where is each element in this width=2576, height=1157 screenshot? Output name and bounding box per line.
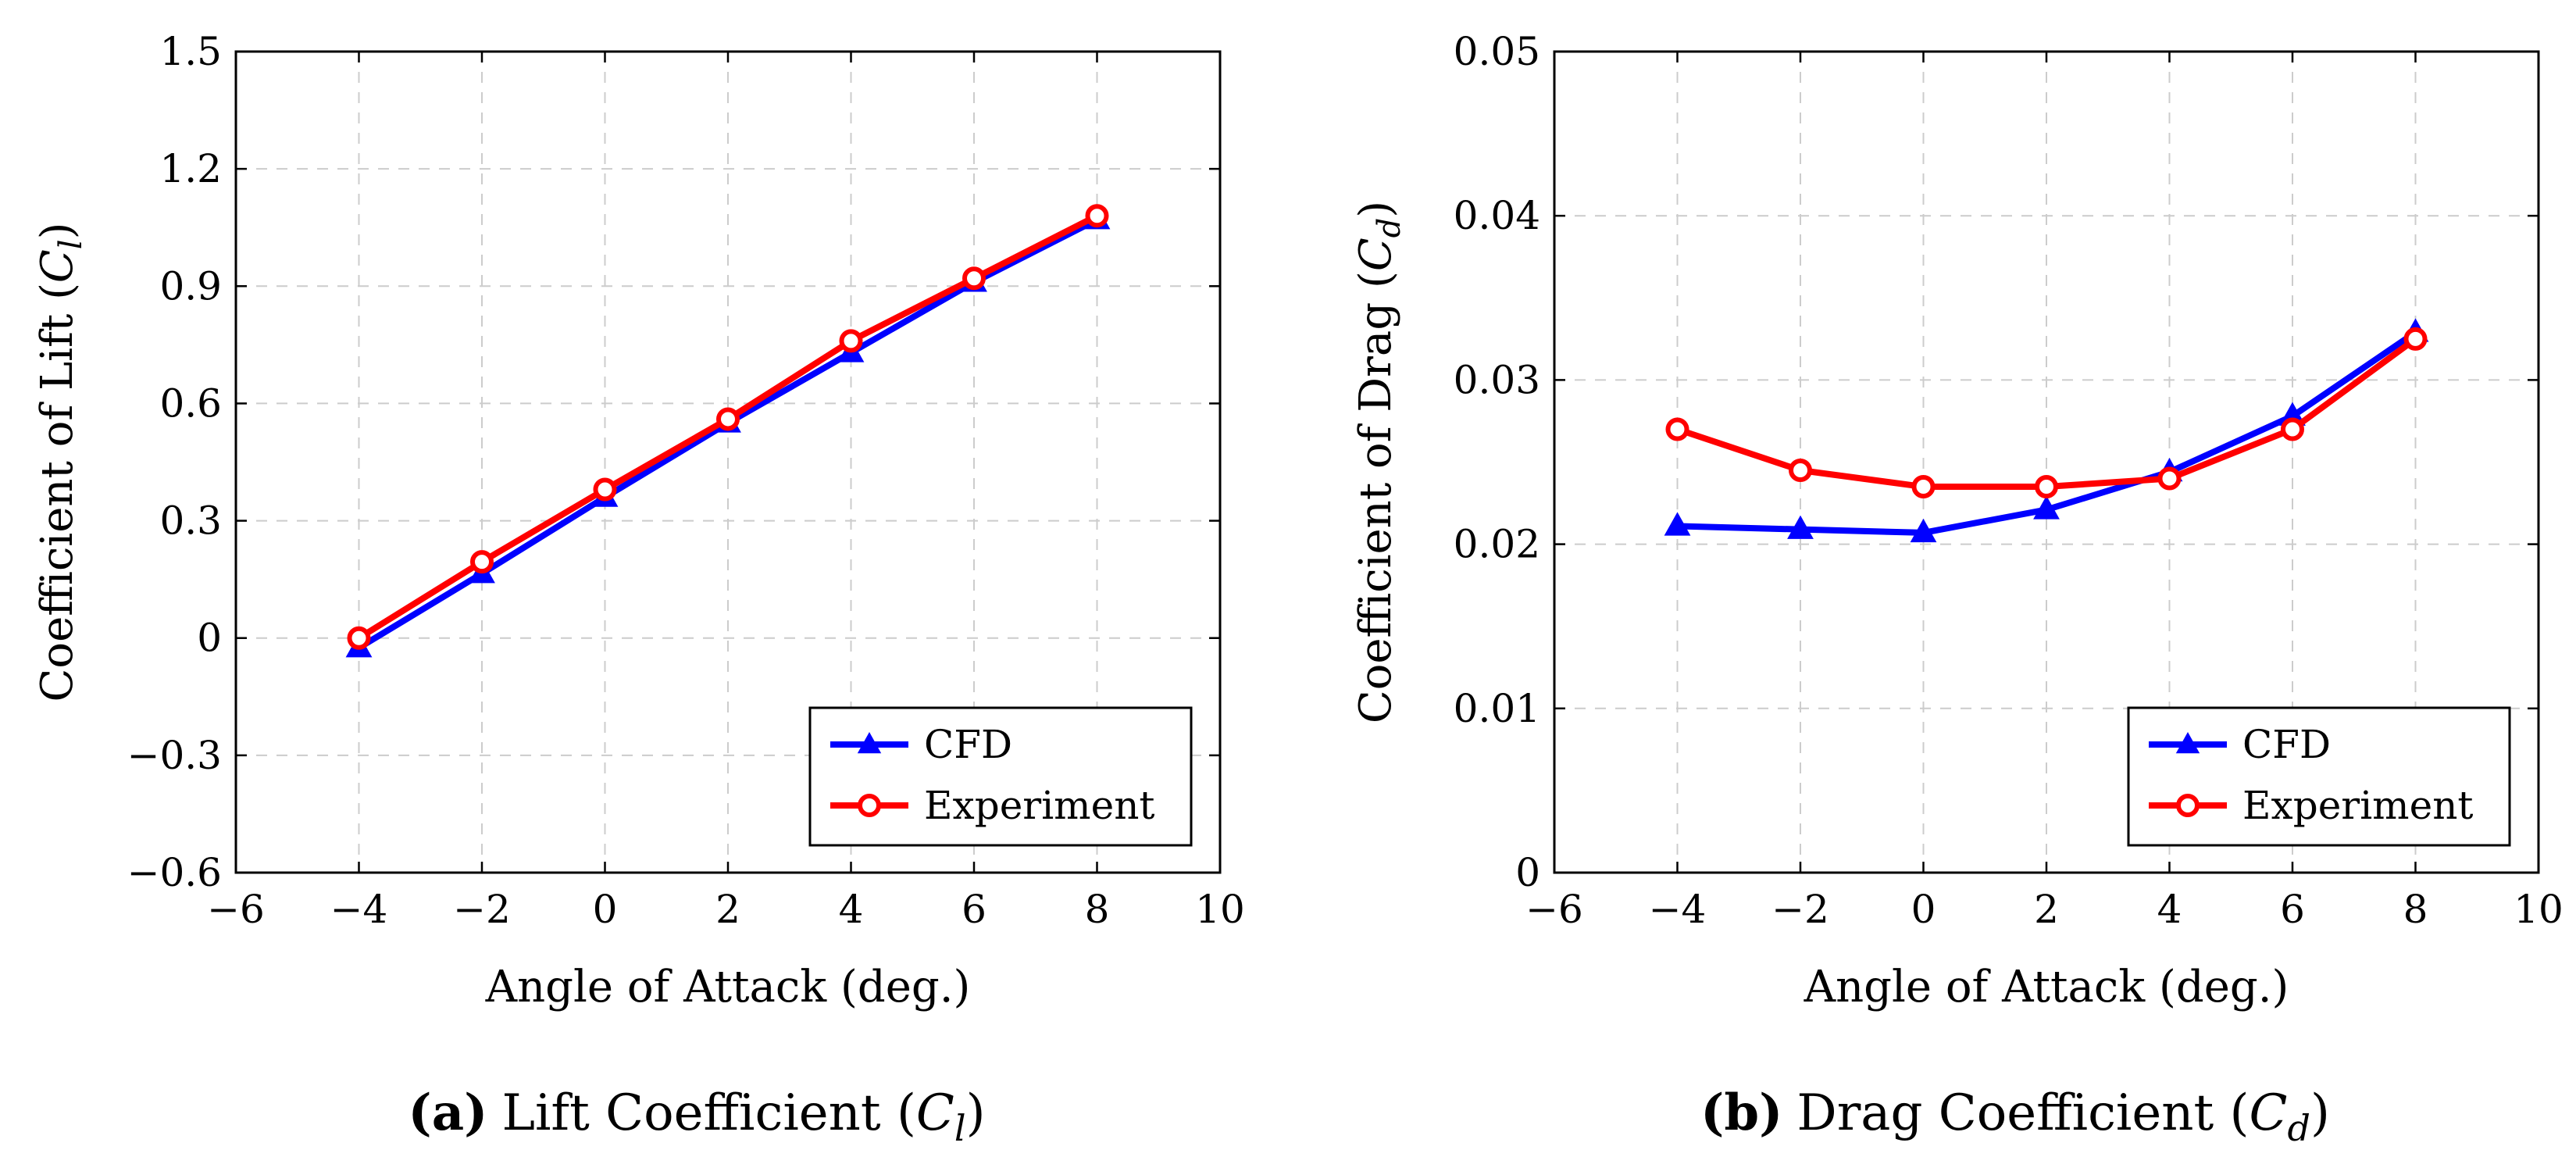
lift-x-tick-label: −4 (330, 887, 388, 932)
drag-experiment-point (1665, 417, 1689, 441)
drag-legend-cfd-label: CFD (2242, 722, 2331, 767)
lift-legend-cfd-label: CFD (924, 722, 1012, 767)
lift-legend-item-experiment: Experiment (830, 783, 1154, 828)
lift-caption-main: Lift Coefficient ( (501, 1084, 915, 1142)
drag-x-tick-label: 0 (1911, 887, 1936, 932)
lift-experiment-point (593, 477, 617, 502)
drag-caption-symbol: C (2250, 1084, 2288, 1142)
drag-cfd-point (2033, 495, 2060, 520)
lift-legend-item-cfd: CFD (830, 722, 1012, 767)
drag-chart: −6 −4 −2 0 2 4 6 8 10 0 0.01 0.02 0.03 0.04 0.05 CFD E… (1350, 29, 2564, 1149)
drag-experiment-point (2035, 475, 2058, 499)
lift-legend-experiment-label: Experiment (924, 783, 1154, 828)
lift-y-label-symbol: C (32, 249, 83, 283)
drag-y-label-symbol: C (1350, 237, 1401, 271)
lift-y-tick-label: 1.5 (159, 29, 222, 74)
lift-x-tick-label: 6 (962, 887, 987, 932)
lift-x-tick-label: −6 (207, 887, 265, 932)
drag-y-tick-label: 0.04 (1454, 193, 1540, 238)
lift-experiment-point (1085, 204, 1109, 228)
lift-y-label-main: Coefficient of Lift ( (32, 283, 83, 702)
lift-series (345, 204, 1111, 658)
lift-experiment-point (962, 266, 986, 291)
lift-x-tick-label: 2 (715, 887, 740, 932)
lift-y-tick-label: 0.3 (159, 498, 222, 544)
lift-x-tick-label: 4 (839, 887, 864, 932)
drag-legend-experiment-label: Experiment (2242, 783, 2473, 828)
drag-legend-experiment-circle-icon (2176, 794, 2200, 817)
lift-y-tick-label: 1.2 (159, 146, 222, 191)
drag-legend-box (2127, 706, 2511, 847)
lift-x-axis-label: Angle of Attack (deg.) (485, 962, 971, 1012)
drag-x-axis-label: Angle of Attack (deg.) (1804, 962, 2289, 1012)
lift-caption-close: ) (966, 1084, 986, 1142)
lift-caption: (a) Lift Coefficient (Cl) (408, 1084, 985, 1149)
drag-caption-subscript: d (2287, 1107, 2310, 1149)
drag-experiment-point (1789, 459, 1812, 483)
lift-y-tick-label: −0.6 (127, 850, 222, 895)
lift-y-label-close: ) (32, 223, 83, 240)
lift-y-axis-label: Coefficient of Lift (Cl) (32, 223, 89, 702)
drag-caption-prefix: (b) (1700, 1084, 1782, 1142)
lift-x-tick-label: −2 (453, 887, 511, 932)
lift-legend: CFD Experiment (808, 706, 1193, 847)
drag-caption: (b) Drag Coefficient (Cd) (1700, 1084, 2330, 1149)
drag-x-tick-label: 4 (2157, 887, 2182, 932)
lift-x-tick-label: 8 (1085, 887, 1110, 932)
drag-y-tick-label: 0.03 (1454, 357, 1540, 402)
drag-x-tick-label: −4 (1649, 887, 1707, 932)
drag-y-axis-label: Coefficient of Drag (Cd) (1350, 201, 1408, 723)
lift-ticks: −6 −4 −2 0 2 4 6 8 10 −0.6 −0.3 0 0.3 0.6 0.9 1.2 1.5 (127, 29, 1245, 932)
drag-y-label-close: ) (1350, 201, 1401, 218)
drag-y-label-main: Coefficient of Drag ( (1350, 271, 1401, 723)
lift-legend-cfd-triangle-icon (857, 732, 882, 754)
drag-experiment-point (1911, 475, 1936, 499)
lift-y-tick-label: 0.6 (159, 380, 222, 426)
lift-x-tick-label: 0 (593, 887, 618, 932)
drag-legend-item-experiment: Experiment (2149, 783, 2473, 828)
lift-caption-prefix: (a) (408, 1084, 487, 1142)
drag-experiment-point (2157, 466, 2182, 491)
drag-experiment-point (2403, 327, 2428, 351)
drag-y-tick-label: 0.05 (1454, 29, 1540, 74)
lift-y-label-subscript: l (53, 239, 89, 249)
lift-chart: −6 −4 −2 0 2 4 6 8 10 −0.6 −0.3 0 0.3 0.6 0.9 1.2 1.5 CF… (32, 29, 1245, 1149)
drag-legend: CFD Experiment (2127, 706, 2511, 847)
lift-legend-box (808, 706, 1193, 847)
lift-caption-symbol: C (916, 1084, 954, 1142)
lift-experiment-point (470, 550, 494, 574)
lift-legend-experiment-circle-icon (858, 794, 881, 817)
lift-experiment-point (839, 329, 863, 353)
drag-series (1664, 318, 2429, 543)
drag-caption-close: ) (2310, 1084, 2330, 1142)
lift-y-tick-label: 0.9 (159, 263, 222, 309)
lift-y-tick-label: −0.3 (127, 733, 222, 778)
drag-ticks: −6 −4 −2 0 2 4 6 8 10 0 0.01 0.02 0.03 0.04 0.05 (1454, 29, 2564, 932)
lift-caption-subscript: l (954, 1107, 966, 1149)
lift-experiment-point (716, 407, 740, 431)
drag-cfd-point (1787, 515, 1814, 539)
lift-y-tick-label: 0 (197, 616, 222, 661)
drag-caption-main: Drag Coefficient ( (1796, 1084, 2249, 1142)
lift-x-tick-label: 10 (1195, 887, 1245, 932)
drag-cfd-point (1664, 512, 1691, 536)
drag-y-tick-label: 0.02 (1454, 522, 1540, 567)
drag-y-label-subscript: d (1372, 218, 1408, 238)
drag-cfd-point (1910, 518, 1937, 543)
drag-experiment-point (2281, 417, 2304, 441)
lift-grid (236, 52, 1220, 873)
drag-x-tick-label: 2 (2034, 887, 2059, 932)
drag-y-tick-label: 0.01 (1454, 686, 1540, 731)
drag-x-tick-label: −6 (1525, 887, 1583, 932)
drag-x-tick-label: 10 (2514, 887, 2564, 932)
drag-y-tick-label: 0 (1515, 850, 1540, 895)
drag-legend-cfd-triangle-icon (2175, 732, 2200, 754)
drag-legend-item-cfd: CFD (2149, 722, 2331, 767)
drag-x-tick-label: 6 (2280, 887, 2305, 932)
drag-x-tick-label: −2 (1771, 887, 1829, 932)
drag-x-tick-label: 8 (2403, 887, 2428, 932)
lift-experiment-point (347, 626, 371, 650)
